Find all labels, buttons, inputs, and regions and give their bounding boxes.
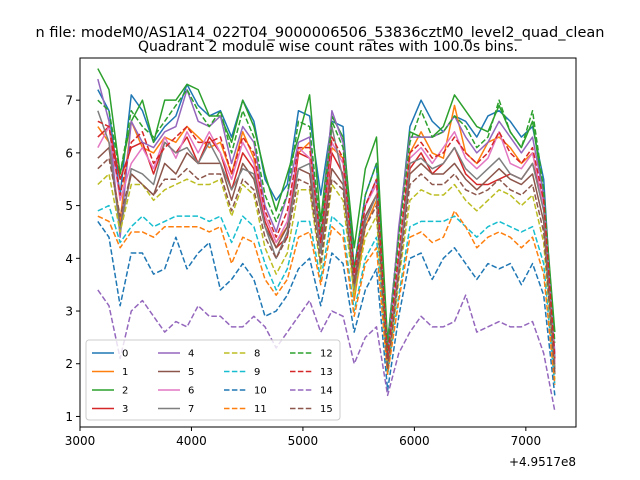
axes-frame <box>79 57 577 428</box>
figure-suptitle: n file: modeM0/AS1A14_022T04_9000006506_… <box>36 25 605 41</box>
x-tick-label: 3000 <box>65 434 96 448</box>
legend-label-3: 3 <box>122 404 128 415</box>
series-line-14 <box>97 289 556 412</box>
legend-label-6: 6 <box>188 386 194 397</box>
legend-label-1: 1 <box>122 367 128 378</box>
y-tick-label: 4 <box>65 252 73 266</box>
legend-label-10: 10 <box>254 386 267 397</box>
legend-label-8: 8 <box>254 349 260 360</box>
legend-label-15: 15 <box>320 404 333 415</box>
x-tick-label: 4000 <box>176 434 207 448</box>
legend-label-7: 7 <box>188 404 194 415</box>
series-line-13 <box>97 120 556 360</box>
series-line-5 <box>97 146 556 375</box>
x-axis: 3000 4000 5000 6000 7000 <box>65 427 541 448</box>
plot-area <box>97 68 556 412</box>
legend-label-0: 0 <box>122 349 128 360</box>
series-line-10 <box>97 220 556 396</box>
x-offset-label: +4.9517e8 <box>509 455 576 469</box>
y-tick-label: 7 <box>65 94 73 108</box>
legend-label-13: 13 <box>320 367 333 378</box>
y-tick-label: 1 <box>65 410 73 424</box>
series-line-0 <box>97 83 556 359</box>
legend-label-4: 4 <box>188 349 194 360</box>
x-tick-label: 6000 <box>399 434 430 448</box>
y-axis: 1 2 3 4 5 6 7 <box>65 94 80 424</box>
legend-label-14: 14 <box>320 386 333 397</box>
legend-box <box>85 339 341 421</box>
legend-label-5: 5 <box>188 367 194 378</box>
series-line-15 <box>97 157 556 375</box>
legend-label-11: 11 <box>254 404 267 415</box>
legend-label-12: 12 <box>320 349 333 360</box>
chart-title: Quadrant 2 module wise count rates with … <box>138 39 518 55</box>
legend-label-2: 2 <box>122 386 128 397</box>
y-tick-label: 3 <box>65 305 73 319</box>
series-line-11 <box>97 210 556 385</box>
y-tick-label: 2 <box>65 357 73 371</box>
series-line-12 <box>97 88 556 354</box>
x-tick-label: 7000 <box>511 434 542 448</box>
x-tick-label: 5000 <box>288 434 319 448</box>
y-tick-label: 6 <box>65 146 73 160</box>
series-line-9 <box>97 204 556 385</box>
y-tick-label: 5 <box>65 199 73 213</box>
legend-label-9: 9 <box>254 367 260 378</box>
